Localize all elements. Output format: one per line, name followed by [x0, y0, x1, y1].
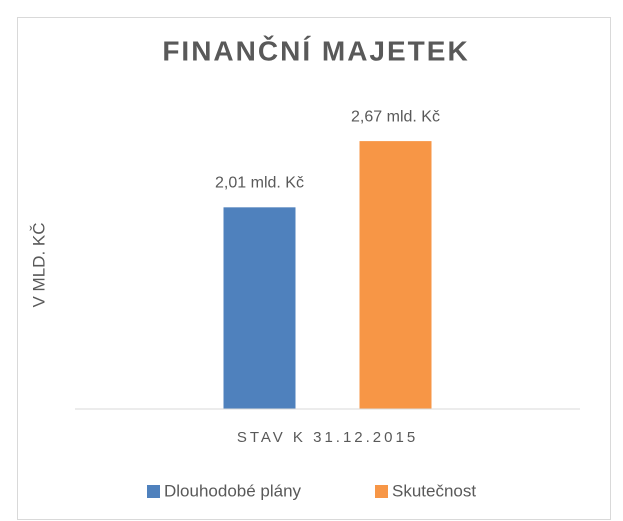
- legend-swatch: [375, 485, 388, 498]
- x-tick-label: STAV K 31.12.2015: [237, 429, 418, 446]
- legend-label: Skutečnost: [392, 481, 476, 500]
- data-label: 2,67 mld. Kč: [351, 108, 440, 125]
- chart-title: FINANČNÍ MAJETEK: [162, 34, 469, 66]
- legend-swatch: [147, 485, 160, 498]
- bar: [359, 141, 432, 410]
- bar: [223, 207, 296, 409]
- data-label: 2,01 mld. Kč: [215, 175, 304, 192]
- y-axis-label: V MLD. KČ: [29, 222, 48, 307]
- legend-label: Dlouhodobé plány: [164, 481, 302, 500]
- chart-frame: [17, 17, 611, 520]
